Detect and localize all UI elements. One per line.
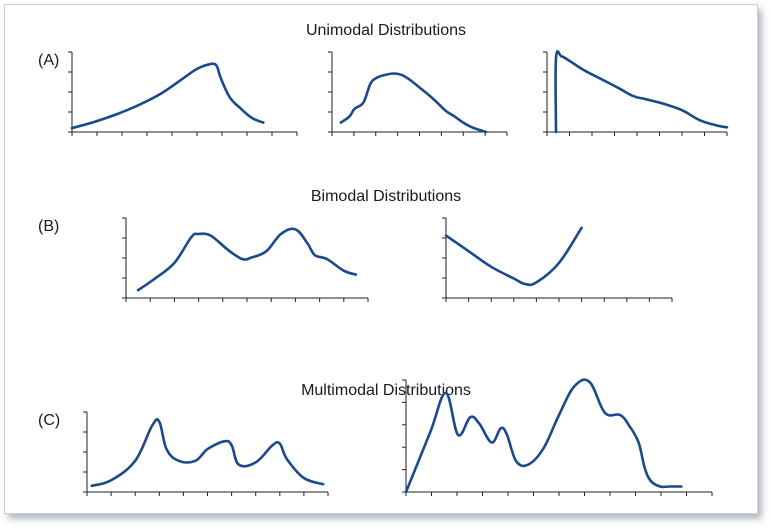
distribution-curve: [70, 62, 265, 130]
distribution-curve: [554, 50, 729, 134]
plot-7: [402, 378, 713, 496]
label-a: (A): [38, 52, 60, 69]
plot-4: [122, 217, 369, 302]
axis-lines: [71, 52, 297, 133]
label-c: (C): [38, 412, 61, 429]
title-bimodal: Bimodal Distributions: [310, 188, 462, 205]
plot-6: [83, 411, 329, 496]
distribution-curve: [339, 72, 488, 134]
plot-3: [543, 50, 729, 136]
axis-lines: [86, 412, 328, 493]
plot-5: [442, 217, 673, 302]
title-unimodal: Unimodal Distributions: [305, 22, 467, 39]
distribution-curve: [90, 418, 325, 488]
label-b: (B): [38, 218, 60, 235]
distribution-curve: [404, 378, 683, 494]
distribution-curve: [136, 227, 358, 292]
distribution-curve: [444, 226, 583, 287]
axis-lines: [331, 52, 507, 133]
axis-lines: [405, 380, 712, 493]
title-multimodal: Multimodal Distributions: [301, 382, 471, 399]
plot-2: [328, 51, 508, 136]
plot-1: [68, 51, 298, 136]
